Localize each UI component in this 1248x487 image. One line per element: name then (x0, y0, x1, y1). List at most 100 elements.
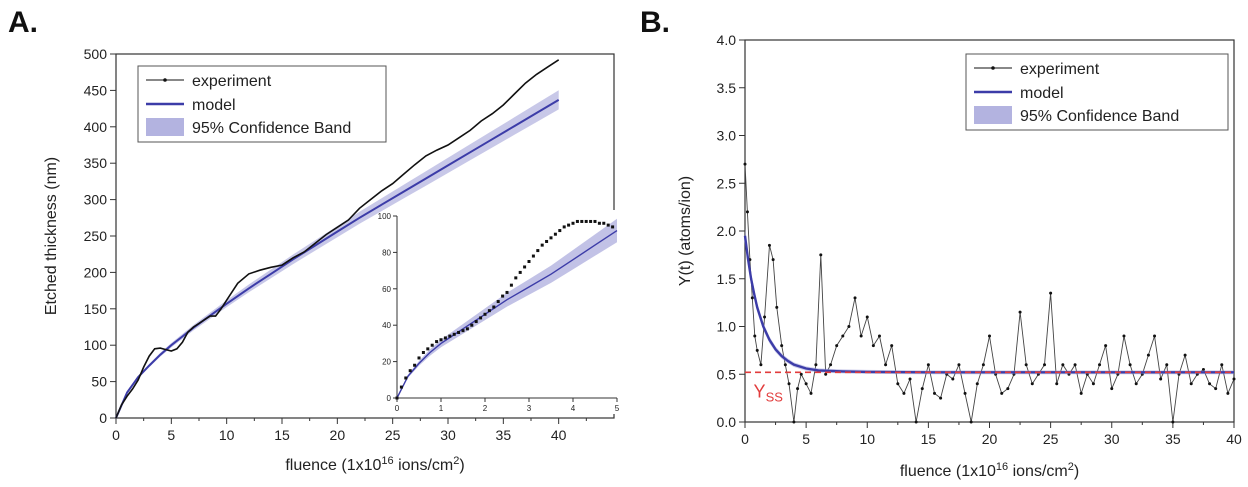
experiment-point-b (1061, 363, 1065, 367)
experiment-point-b (835, 344, 839, 348)
experiment-point-b (896, 382, 900, 386)
y-tick-label-a: 300 (84, 192, 108, 208)
inset-experiment-point (518, 270, 522, 274)
legend-model-label: model (192, 97, 236, 114)
inset-experiment-point (584, 219, 588, 223)
inset-experiment-point (505, 290, 509, 294)
experiment-point-b (1220, 363, 1224, 367)
experiment-point-b (743, 162, 747, 166)
legend-band-label: 95% Confidence Band (192, 120, 351, 137)
experiment-point-b (865, 315, 869, 319)
experiment-point-b (759, 363, 763, 367)
experiment-point-b (920, 387, 924, 391)
experiment-point-b (932, 391, 936, 395)
legend-b: experiment model 95% Confidence Band (965, 53, 1229, 131)
experiment-point-b (890, 344, 894, 348)
experiment-point-b (753, 334, 757, 338)
y-tick-label-a: 450 (84, 82, 108, 98)
x-tick-label-a: 15 (274, 427, 290, 443)
y-tick-label-a: 150 (84, 301, 108, 317)
inset-experiment-point (496, 300, 500, 304)
x-tick-label-b: 0 (741, 431, 749, 447)
experiment-point-b (1030, 382, 1034, 386)
experiment-point-b (1189, 382, 1193, 386)
experiment-point-b (871, 344, 875, 348)
inset-experiment-point (549, 236, 553, 240)
experiment-point-b (1104, 344, 1108, 348)
inset-background (383, 210, 621, 414)
y-tick-label-a: 250 (84, 228, 108, 244)
y-tick-label-b: 0.5 (717, 366, 737, 382)
inset-experiment-point (558, 229, 562, 233)
legend-experiment-label: experiment (1020, 61, 1100, 78)
experiment-point-b (988, 334, 991, 338)
experiment-point-b (824, 372, 828, 376)
experiment-point-b (1183, 353, 1187, 357)
x-tick-label-b: 30 (1104, 431, 1120, 447)
x-tick-label-b: 20 (982, 431, 998, 447)
experiment-point-b (775, 305, 779, 309)
steady-state-label-main: Y (754, 381, 766, 401)
y-tick-label-a: 100 (84, 337, 108, 353)
inset-experiment-point (470, 323, 474, 327)
inset-experiment-point (527, 260, 531, 263)
experiment-point-b (1208, 382, 1212, 386)
inset-x-tick-label: 3 (527, 404, 532, 413)
inset-experiment-point (395, 396, 399, 400)
legend-a: experiment model 95% Confidence Band (137, 65, 387, 143)
experiment-point-b (750, 296, 754, 300)
experiment-point-b (841, 334, 845, 338)
experiment-point-b (969, 420, 973, 424)
steady-state-label: YSS (754, 381, 784, 404)
y-tick-label-a: 350 (84, 155, 108, 171)
axis-label-part: ions/cm (394, 457, 454, 474)
experiment-point-b (1043, 363, 1047, 367)
inset-experiment-point (545, 239, 549, 243)
experiment-point-b (1110, 387, 1114, 391)
experiment-point-b (1091, 382, 1095, 386)
panel-b-label: B. (640, 6, 670, 39)
inset-experiment-point (435, 340, 439, 344)
inset-experiment-point (589, 219, 593, 223)
x-tick-label-b: 40 (1226, 431, 1242, 447)
experiment-point-b (884, 363, 888, 367)
experiment-point-b (792, 420, 796, 424)
y-tick-label-b: 3.0 (717, 128, 737, 144)
inset-experiment-point (602, 221, 606, 225)
experiment-point-b (963, 391, 967, 395)
y-tick-label-b: 3.5 (717, 80, 737, 96)
x-tick-label-a: 35 (496, 427, 512, 443)
inset-experiment-point (580, 219, 584, 223)
x-tick-label-a: 25 (385, 427, 401, 443)
x-tick-label-b: 25 (1043, 431, 1059, 447)
y-axis-label-b: Y(t) (atoms/ion) (677, 176, 694, 286)
experiment-line-b (744, 164, 1235, 423)
experiment-point-b (1214, 387, 1218, 391)
inset-y-tick-label: 80 (382, 248, 391, 257)
experiment-point-b (771, 258, 775, 262)
inset-experiment-point (523, 265, 527, 269)
inset-experiment-point (514, 276, 518, 280)
experiment-point-b (1232, 377, 1236, 381)
y-tick-label-a: 500 (84, 46, 108, 62)
x-tick-label-a: 10 (219, 427, 235, 443)
experiment-point-b (829, 363, 833, 367)
experiment-point-b (1122, 334, 1126, 338)
chart-b: 0.0 0.5 1.0 1.5 2.0 2.5 3.0 3.5 4.0 0 5 10 15 20 25 30 3… (677, 32, 1242, 480)
axis-label-part: ) (459, 457, 464, 474)
inset-y-tick-label: 100 (378, 212, 392, 221)
x-tick-label-a: 20 (330, 427, 346, 443)
axis-label-part: fluence (1x10 (900, 463, 996, 480)
inset-experiment-point (399, 385, 403, 389)
inset-x-tick-label: 4 (571, 404, 576, 413)
confidence-band-a (116, 90, 559, 419)
inset-experiment-point (457, 330, 461, 334)
axis-label-superscript: 16 (996, 461, 1008, 473)
inset-experiment-point (413, 363, 417, 367)
experiment-point-b (859, 334, 863, 338)
axis-label-superscript: 2 (453, 455, 459, 467)
y-tick-label-b: 1.0 (717, 319, 737, 335)
y-axis-label-a: Etched thickness (nm) (43, 157, 60, 315)
axis-label-superscript: 16 (381, 455, 393, 467)
